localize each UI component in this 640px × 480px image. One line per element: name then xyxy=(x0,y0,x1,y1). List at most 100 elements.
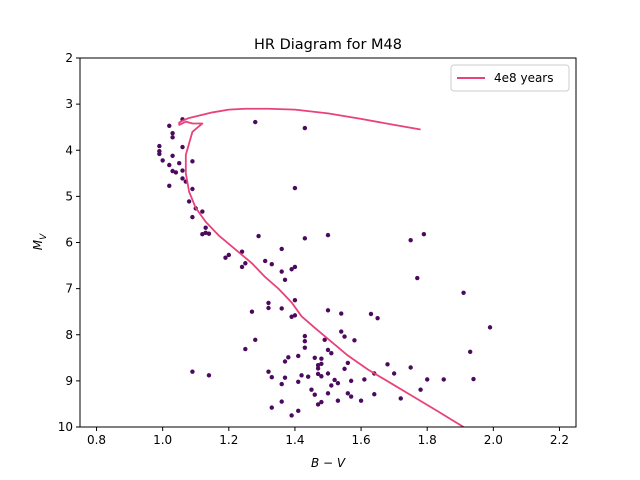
star-point xyxy=(342,366,347,372)
star-point xyxy=(325,391,331,396)
star-point xyxy=(186,199,192,204)
star-point xyxy=(226,252,231,258)
y-tick-label: 8 xyxy=(65,328,73,342)
star-point xyxy=(348,378,354,384)
star-point xyxy=(358,398,364,403)
star-point xyxy=(170,130,175,136)
star-point xyxy=(461,290,466,295)
star-point xyxy=(292,264,298,270)
star-point xyxy=(279,246,284,252)
star-point xyxy=(322,337,327,343)
star-point xyxy=(282,359,288,364)
star-point xyxy=(299,373,304,378)
star-point xyxy=(296,379,301,384)
star-point xyxy=(325,371,331,376)
star-point xyxy=(335,380,341,386)
star-point xyxy=(190,369,195,374)
star-point xyxy=(325,308,331,313)
y-tick-label: 9 xyxy=(65,374,73,388)
star-point xyxy=(425,377,430,382)
star-point xyxy=(319,399,324,405)
star-point xyxy=(200,209,205,214)
legend-label: 4e8 years xyxy=(494,71,554,85)
y-tick-label: 10 xyxy=(58,420,73,434)
star-point xyxy=(289,314,294,319)
y-tick-label: 2 xyxy=(65,51,73,65)
star-point xyxy=(239,249,245,254)
plot-area xyxy=(157,107,493,427)
star-point xyxy=(398,396,403,401)
star-point xyxy=(167,183,172,188)
star-point xyxy=(266,369,271,374)
star-point xyxy=(319,361,324,367)
x-axis: 0.8 1.0 1.2 1.4 1.6 1.8 2.0 2.2 xyxy=(87,427,569,447)
y-tick-label: 3 xyxy=(65,97,73,111)
star-point xyxy=(289,413,294,418)
star-point xyxy=(302,345,308,350)
star-point xyxy=(170,135,175,140)
star-point xyxy=(269,374,274,380)
star-point xyxy=(315,362,321,368)
star-point xyxy=(372,392,377,397)
star-point xyxy=(296,408,301,414)
chart-title: HR Diagram for M48 xyxy=(254,37,402,53)
star-point xyxy=(312,355,317,361)
star-point xyxy=(262,258,268,264)
star-point xyxy=(348,394,354,399)
star-point xyxy=(200,232,205,237)
x-tick-label: 1.2 xyxy=(219,433,238,447)
star-point xyxy=(266,305,271,311)
star-point xyxy=(286,355,291,360)
star-point xyxy=(345,360,351,366)
star-point xyxy=(203,225,208,230)
star-point xyxy=(302,339,308,344)
star-point xyxy=(157,151,162,157)
star-point xyxy=(362,377,367,382)
star-point xyxy=(173,170,179,175)
star-point xyxy=(269,405,274,410)
star-point xyxy=(342,334,347,339)
isochrone-line xyxy=(178,107,465,427)
star-point xyxy=(302,125,308,131)
y-tick-label: 6 xyxy=(65,236,73,250)
star-point xyxy=(253,119,258,125)
star-point xyxy=(421,232,427,237)
star-point xyxy=(167,123,172,128)
star-point xyxy=(223,255,228,260)
star-point xyxy=(292,185,298,191)
y-tick-label: 7 xyxy=(65,282,73,296)
star-point xyxy=(190,159,195,164)
star-point xyxy=(190,214,195,220)
star-point xyxy=(206,373,212,378)
star-point xyxy=(332,377,337,383)
x-tick-label: 1.0 xyxy=(153,433,172,447)
legend-box xyxy=(450,64,570,92)
star-point xyxy=(368,311,374,317)
star-point xyxy=(279,381,284,387)
star-point xyxy=(375,315,380,321)
x-tick-label: 0.8 xyxy=(87,433,106,447)
star-point xyxy=(256,233,261,239)
star-point xyxy=(408,237,413,243)
star-point xyxy=(243,346,248,352)
star-point xyxy=(319,356,324,361)
star-point xyxy=(305,374,311,379)
y-tick-label: 5 xyxy=(65,189,73,203)
plot-contents xyxy=(157,107,493,427)
x-tick-label: 1.8 xyxy=(418,433,437,447)
star-point xyxy=(335,398,341,403)
star-point xyxy=(339,329,344,334)
star-point xyxy=(329,383,334,388)
star-point xyxy=(325,347,331,353)
star-point xyxy=(352,338,357,343)
star-point xyxy=(315,366,321,371)
star-point xyxy=(269,261,274,267)
star-point xyxy=(279,306,284,311)
star-point xyxy=(160,158,165,163)
y-axis-label-sub: V xyxy=(39,233,49,240)
star-point xyxy=(319,374,324,379)
star-point xyxy=(292,313,298,318)
star-point xyxy=(253,337,258,343)
star-point xyxy=(243,261,248,266)
